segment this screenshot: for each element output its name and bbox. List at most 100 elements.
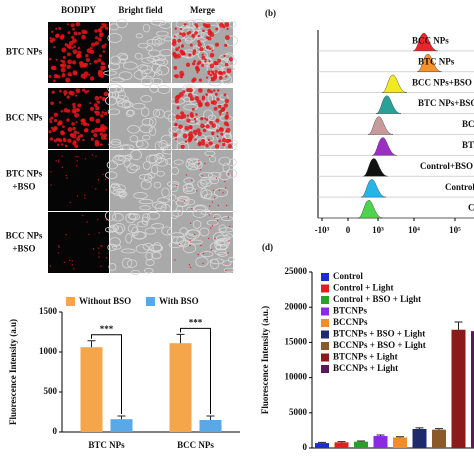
stain bbox=[214, 144, 220, 149]
stain bbox=[71, 46, 74, 49]
cell bbox=[127, 213, 138, 220]
cell bbox=[140, 75, 154, 87]
stain bbox=[63, 90, 68, 95]
stain bbox=[83, 128, 88, 133]
cell bbox=[129, 135, 139, 143]
stain bbox=[53, 112, 59, 117]
stain bbox=[173, 66, 178, 70]
stain bbox=[102, 173, 104, 176]
stain bbox=[175, 47, 179, 52]
stain bbox=[210, 248, 213, 251]
legend-swatch bbox=[321, 365, 329, 373]
stain bbox=[172, 51, 176, 56]
stain bbox=[93, 59, 98, 64]
stain bbox=[174, 27, 177, 30]
stain bbox=[68, 259, 71, 262]
stain bbox=[75, 121, 78, 124]
bar bbox=[199, 420, 222, 432]
histogram-peak bbox=[375, 95, 402, 114]
stain bbox=[101, 44, 106, 49]
cell bbox=[115, 97, 125, 104]
stain bbox=[183, 53, 186, 56]
stain bbox=[104, 178, 107, 181]
cell bbox=[137, 64, 149, 72]
stain bbox=[59, 101, 62, 104]
stain bbox=[97, 218, 99, 221]
stain bbox=[207, 72, 210, 76]
cell bbox=[204, 150, 216, 157]
stain bbox=[209, 205, 211, 207]
cell bbox=[135, 33, 143, 39]
cell bbox=[138, 198, 154, 205]
stain bbox=[174, 259, 176, 261]
cell bbox=[167, 180, 180, 188]
stain bbox=[186, 88, 191, 92]
stain bbox=[212, 189, 215, 192]
cell bbox=[154, 38, 165, 45]
stain bbox=[67, 138, 72, 143]
row-label: BCC NPs bbox=[412, 36, 449, 46]
stain bbox=[48, 57, 52, 61]
cell bbox=[112, 188, 126, 197]
stain bbox=[80, 118, 85, 123]
stain bbox=[178, 124, 183, 130]
stain bbox=[171, 41, 177, 47]
stain bbox=[192, 77, 197, 82]
row-label: BCC NPs+BSO bbox=[412, 77, 472, 87]
stain bbox=[90, 137, 94, 141]
stain bbox=[98, 252, 100, 254]
stain bbox=[179, 74, 184, 79]
stain bbox=[100, 73, 105, 78]
stain bbox=[215, 177, 218, 179]
y-tick-label: 500 bbox=[44, 386, 58, 396]
stain bbox=[180, 144, 185, 149]
cell bbox=[115, 225, 124, 235]
bar bbox=[169, 343, 192, 432]
stain bbox=[225, 204, 228, 207]
stain bbox=[94, 127, 99, 133]
cell bbox=[108, 263, 117, 271]
stain bbox=[83, 71, 89, 77]
cell bbox=[182, 183, 194, 192]
stain bbox=[50, 101, 54, 105]
row-label: C bbox=[468, 203, 474, 213]
stain bbox=[188, 30, 192, 35]
cell bbox=[212, 231, 225, 243]
stain bbox=[229, 225, 231, 228]
stain bbox=[49, 120, 53, 124]
cell bbox=[107, 108, 121, 116]
stain bbox=[224, 115, 229, 120]
stain bbox=[224, 180, 226, 183]
stain bbox=[200, 116, 204, 121]
stain bbox=[223, 93, 227, 97]
cell bbox=[155, 158, 169, 167]
stain bbox=[102, 50, 106, 53]
stain bbox=[207, 28, 212, 33]
legend-label: BCCNPs + BSO + Light bbox=[333, 340, 426, 350]
cell bbox=[138, 174, 153, 180]
stain bbox=[58, 27, 62, 30]
stain bbox=[63, 108, 69, 113]
stain bbox=[200, 244, 202, 247]
stain bbox=[181, 113, 187, 119]
stain bbox=[72, 49, 78, 55]
column-header: BODIPY bbox=[61, 5, 97, 15]
stain bbox=[217, 104, 222, 109]
stain bbox=[184, 23, 187, 26]
stain bbox=[224, 98, 230, 104]
cell bbox=[176, 235, 187, 247]
stain bbox=[50, 116, 54, 120]
stain bbox=[70, 23, 75, 28]
stain bbox=[193, 59, 196, 63]
stain bbox=[196, 128, 201, 133]
cell bbox=[115, 86, 125, 93]
cell bbox=[218, 156, 231, 166]
stain bbox=[61, 59, 66, 64]
y-axis-label: Fluorescence Intensity (a.u) bbox=[8, 319, 18, 425]
stain bbox=[58, 245, 60, 247]
stain bbox=[53, 79, 56, 83]
stain bbox=[175, 138, 178, 141]
cell bbox=[121, 248, 136, 254]
stain bbox=[97, 247, 100, 249]
cell bbox=[118, 71, 133, 81]
